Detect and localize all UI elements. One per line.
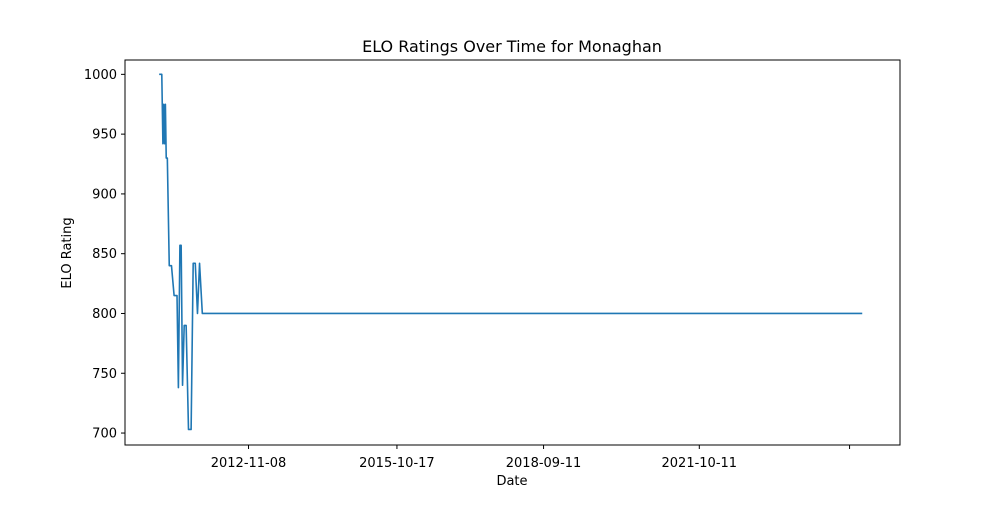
plot-frame bbox=[124, 59, 901, 446]
y-tick-label: 900 bbox=[92, 187, 117, 202]
x-tick-label: 2012-11-08 bbox=[211, 456, 287, 471]
y-tick-label: 1000 bbox=[84, 68, 117, 83]
x-tick-label: 2018-09-11 bbox=[506, 456, 582, 471]
y-tick-label: 800 bbox=[92, 307, 117, 322]
x-tick-label: 2021-10-11 bbox=[662, 456, 738, 471]
chart-title: ELO Ratings Over Time for Monaghan bbox=[362, 37, 662, 56]
y-tick-label: 950 bbox=[92, 128, 117, 143]
y-tick-label: 850 bbox=[92, 247, 117, 262]
y-tick-label: 750 bbox=[92, 367, 117, 382]
x-axis: 2012-11-08 2015-10-17 2018-09-11 2021-10-11 bbox=[211, 445, 851, 471]
series-line bbox=[159, 73, 863, 431]
series-layer bbox=[159, 73, 863, 431]
y-axis: 700 750 800 850 900 950 1000 bbox=[84, 68, 125, 442]
y-tick-label: 700 bbox=[92, 427, 117, 442]
y-axis-label: ELO Rating bbox=[60, 217, 75, 288]
x-axis-label: Date bbox=[496, 474, 527, 489]
x-tick-label: 2015-10-17 bbox=[359, 456, 435, 471]
